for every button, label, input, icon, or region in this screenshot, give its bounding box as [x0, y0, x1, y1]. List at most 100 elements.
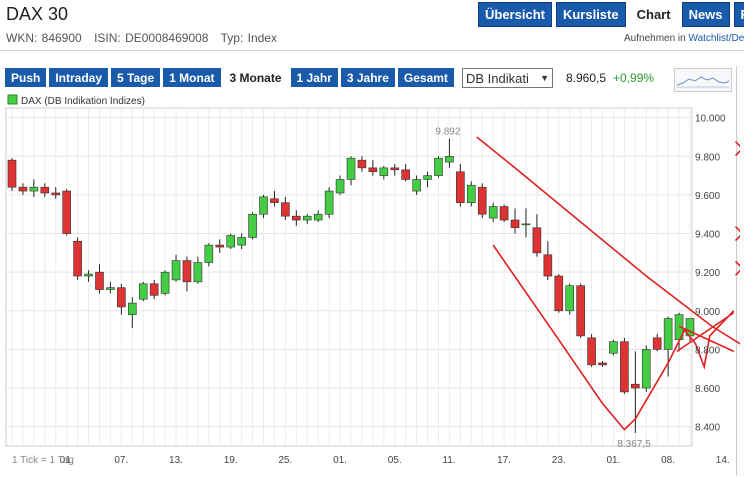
candle-down — [95, 264, 104, 294]
candle-down — [543, 241, 553, 280]
candle-body — [292, 215, 301, 221]
candle-down — [532, 214, 542, 257]
y-tick-label: 8.400 — [695, 423, 720, 434]
candle-body — [652, 337, 662, 350]
candle-body — [368, 167, 378, 173]
upper-trendline — [476, 136, 744, 348]
candle-up — [138, 281, 148, 302]
candle-body — [248, 213, 257, 238]
candle-down — [554, 274, 564, 313]
candle-up — [84, 270, 93, 282]
candle-up — [29, 179, 39, 197]
crossing-line-2 — [676, 312, 735, 353]
candle-down — [73, 237, 82, 280]
y-tick-label: 9.400 — [695, 230, 720, 241]
candle-body — [576, 285, 585, 337]
tab-kursliste[interactable]: Kursliste — [555, 2, 626, 27]
candle-up — [160, 270, 170, 296]
range-intraday[interactable]: Intraday — [49, 68, 109, 87]
candle-body — [29, 186, 39, 192]
x-tick-label: 25. — [278, 455, 292, 466]
candle-down — [7, 158, 17, 192]
x-tick-label: 17. — [497, 455, 511, 466]
y-tick-label: 9.200 — [695, 268, 720, 279]
candle-up — [193, 256, 203, 284]
range-1-monat[interactable]: 1 Monat — [163, 68, 221, 87]
high-annotation: 9.892 — [435, 127, 460, 138]
candle-body — [554, 275, 564, 312]
tab-news[interactable]: News — [681, 2, 730, 27]
candle-up — [237, 233, 246, 249]
candle-body — [149, 283, 159, 296]
candle-body — [171, 260, 181, 281]
candle-body — [532, 227, 542, 254]
candle-up — [379, 165, 389, 180]
candle-body — [182, 260, 192, 283]
candle-up — [641, 345, 651, 392]
x-tick-label: 01. — [333, 455, 347, 466]
candle-up — [466, 181, 476, 207]
range-5-tage[interactable]: 5 Tage — [111, 68, 161, 87]
x-tick-label: 05. — [388, 455, 402, 466]
candle-body — [456, 171, 465, 203]
candle-body — [237, 237, 246, 246]
candle-body — [160, 271, 170, 294]
candle-up — [171, 254, 181, 282]
range-3-jahre[interactable]: 3 Jahre — [340, 68, 395, 87]
candle-body — [324, 190, 334, 215]
candle-body — [510, 219, 520, 229]
candle-body — [412, 179, 421, 192]
candle-body — [302, 215, 312, 221]
x-tick-label: 13. — [169, 455, 183, 466]
candle-down — [652, 333, 662, 352]
candle-body — [62, 190, 71, 234]
candle-down — [62, 189, 71, 236]
candle-body — [631, 383, 640, 389]
candle-body — [259, 196, 268, 215]
candle-body — [215, 244, 225, 248]
candle-body — [84, 273, 93, 277]
range-3-monate[interactable]: 3 Monate — [223, 68, 288, 87]
tab-uebersicht[interactable]: Übersicht — [478, 2, 552, 27]
candle-body — [609, 341, 618, 354]
candle-up — [565, 283, 575, 315]
candle-up — [423, 171, 432, 188]
x-tick-label: 19. — [224, 455, 238, 466]
candle-body — [499, 206, 509, 221]
candle-body — [18, 186, 28, 192]
axes: 8.400 8.600 8.800 9.000 9.200 9.400 9.600 9.800… — [60, 114, 730, 466]
candle-down — [149, 279, 159, 300]
type-text: Typ: Index — [220, 31, 277, 45]
price-change: +0,99% — [613, 71, 655, 85]
mini-chart-thumbnail[interactable] — [674, 68, 732, 92]
candle-body — [357, 159, 367, 169]
range-gesamt[interactable]: Gesamt — [397, 68, 454, 87]
x-tick-label: 01. — [60, 455, 74, 466]
y-tick-label: 8.800 — [695, 345, 720, 356]
exchange-select[interactable]: DB Indikati ▼ — [462, 68, 553, 88]
candle-body — [390, 167, 400, 171]
y-tick-label: 9.000 — [695, 307, 720, 318]
candle-down — [292, 210, 301, 226]
x-tick-label: 11. — [442, 455, 455, 466]
range-push[interactable]: Push — [5, 68, 47, 87]
candle-body — [281, 202, 290, 217]
x-tick-label: 23. — [552, 455, 566, 466]
candle-body — [598, 362, 607, 366]
tab-forum[interactable]: Foru — [733, 2, 744, 27]
candle-body — [466, 184, 476, 203]
candle-body — [106, 287, 115, 290]
candle-body — [51, 192, 61, 196]
candle-down — [576, 283, 585, 338]
watchlist-link[interactable]: Watchlist/De — [688, 33, 744, 44]
plot-frame — [5, 107, 693, 447]
tab-chart[interactable]: Chart — [629, 2, 678, 27]
candle-body — [663, 318, 673, 350]
range-1-jahr[interactable]: 1 Jahr — [290, 68, 338, 87]
y-tick-label: 9.800 — [695, 152, 720, 163]
candle-up — [346, 156, 356, 186]
candle-body — [270, 198, 279, 203]
candle-body — [40, 186, 50, 194]
candle-body — [379, 167, 389, 176]
candle-body — [445, 155, 454, 163]
